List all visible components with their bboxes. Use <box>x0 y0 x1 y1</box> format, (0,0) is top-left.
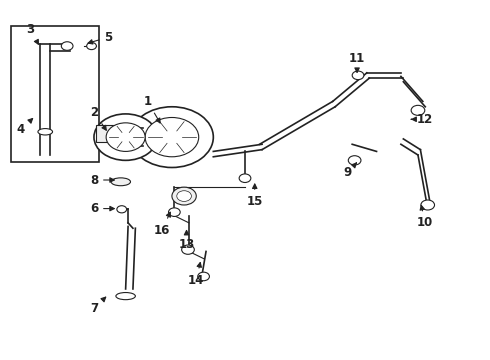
Text: 5: 5 <box>88 31 113 44</box>
Text: 4: 4 <box>17 118 33 136</box>
Circle shape <box>169 208 180 216</box>
Circle shape <box>177 191 192 202</box>
Text: 14: 14 <box>188 262 204 287</box>
Circle shape <box>61 42 73 50</box>
Circle shape <box>421 200 435 210</box>
Circle shape <box>411 105 425 115</box>
Text: 1: 1 <box>144 95 160 123</box>
Text: 2: 2 <box>90 105 106 130</box>
Text: 3: 3 <box>26 23 38 44</box>
Text: 9: 9 <box>343 163 356 179</box>
Bar <box>11 26 99 162</box>
Text: 11: 11 <box>349 52 365 72</box>
Circle shape <box>172 187 196 205</box>
Circle shape <box>106 123 145 152</box>
Bar <box>97 125 116 143</box>
Ellipse shape <box>111 178 130 186</box>
Text: 13: 13 <box>178 230 195 251</box>
Text: 6: 6 <box>90 202 114 215</box>
Circle shape <box>145 117 199 157</box>
Text: 8: 8 <box>90 174 114 186</box>
Ellipse shape <box>38 129 52 135</box>
Text: 15: 15 <box>246 184 263 208</box>
Circle shape <box>130 107 213 167</box>
Circle shape <box>182 245 195 254</box>
Circle shape <box>198 272 209 281</box>
Text: 16: 16 <box>154 212 171 237</box>
Circle shape <box>352 71 364 80</box>
Circle shape <box>87 42 97 50</box>
Text: 7: 7 <box>90 297 106 315</box>
Circle shape <box>239 174 251 183</box>
Circle shape <box>117 206 126 213</box>
Text: 12: 12 <box>412 113 433 126</box>
Circle shape <box>348 156 361 165</box>
Text: 10: 10 <box>417 205 433 229</box>
Circle shape <box>94 114 157 160</box>
Ellipse shape <box>116 293 135 300</box>
